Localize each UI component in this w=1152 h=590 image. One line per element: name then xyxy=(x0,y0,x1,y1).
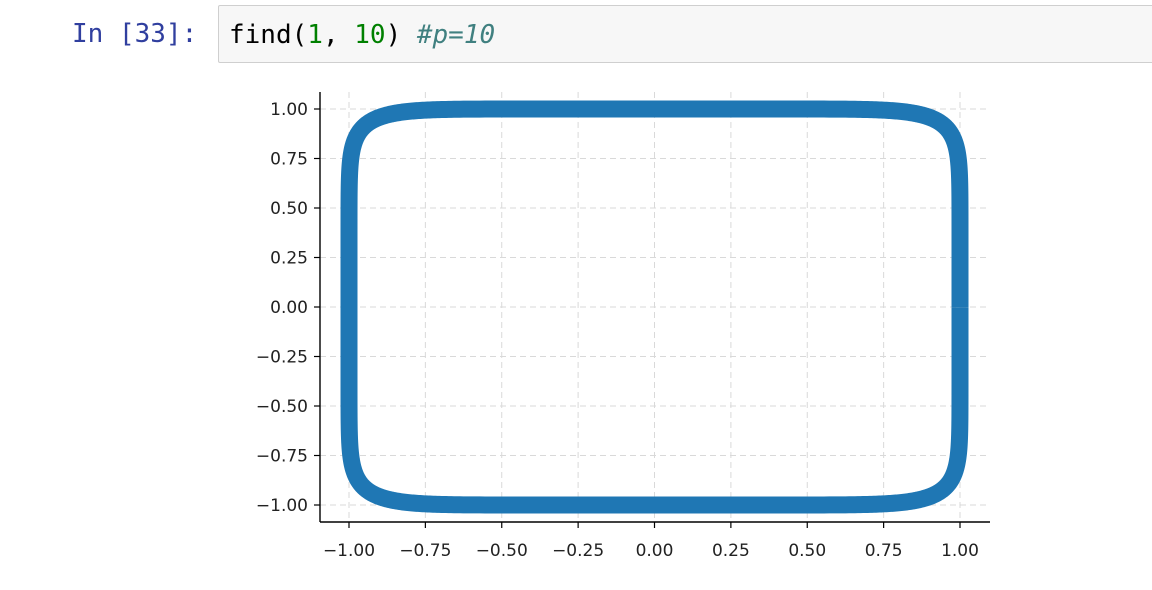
x-tick-label: 1.00 xyxy=(941,541,979,561)
x-tick-label: 0.50 xyxy=(788,541,826,561)
code-editor[interactable]: find(1, 10) #p=10 xyxy=(218,5,1152,63)
code-cell: In [33]: find(1, 10) #p=10 xyxy=(0,0,1152,72)
y-tick-label: 0.75 xyxy=(270,150,308,170)
x-tick-label: 0.75 xyxy=(865,541,903,561)
y-tick-label: 0.25 xyxy=(270,249,308,269)
grid-lines xyxy=(320,92,990,522)
x-ticks: −1.00 −0.75 −0.50 −0.25 0.00 0.25 0.50 0.75 1.00 xyxy=(323,522,979,561)
series-curve xyxy=(340,100,969,514)
x-tick-label: −1.00 xyxy=(323,541,375,561)
cell-output: −1.00 −0.75 −0.50 −0.25 0.00 0.25 0.50 0.75 1.00… xyxy=(0,72,1152,586)
y-tick-label: −1.00 xyxy=(256,496,308,516)
x-tick-label: 0.00 xyxy=(636,541,674,561)
x-tick-label: −0.25 xyxy=(552,541,604,561)
plot-figure: −1.00 −0.75 −0.50 −0.25 0.00 0.25 0.50 0.75 1.00… xyxy=(256,92,990,561)
y-tick-label: 0.50 xyxy=(270,199,308,219)
x-tick-label: −0.50 xyxy=(476,541,528,561)
y-tick-label: −0.75 xyxy=(256,447,308,467)
x-tick-label: −0.75 xyxy=(399,541,451,561)
code-comment: #p=10 xyxy=(416,20,496,50)
y-tick-label: −0.25 xyxy=(256,348,308,368)
code-arg-1: 1 xyxy=(307,20,323,50)
code-arg-2: 10 xyxy=(354,20,386,50)
y-ticks: 1.00 0.75 0.50 0.25 0.00 −0.25 −0.50 −0.75 −1.00 xyxy=(256,100,320,516)
code-close: ) xyxy=(385,20,417,50)
code-func: find( xyxy=(229,20,308,50)
y-tick-label: 1.00 xyxy=(270,100,308,120)
y-tick-label: −0.50 xyxy=(256,397,308,417)
x-tick-label: 0.25 xyxy=(712,541,750,561)
y-tick-label: 0.00 xyxy=(270,298,308,318)
series-layer xyxy=(340,100,969,514)
code-line: find(1, 10) #p=10 xyxy=(229,17,495,53)
input-prompt: In [33]: xyxy=(72,19,198,49)
code-sep: , xyxy=(322,20,355,50)
